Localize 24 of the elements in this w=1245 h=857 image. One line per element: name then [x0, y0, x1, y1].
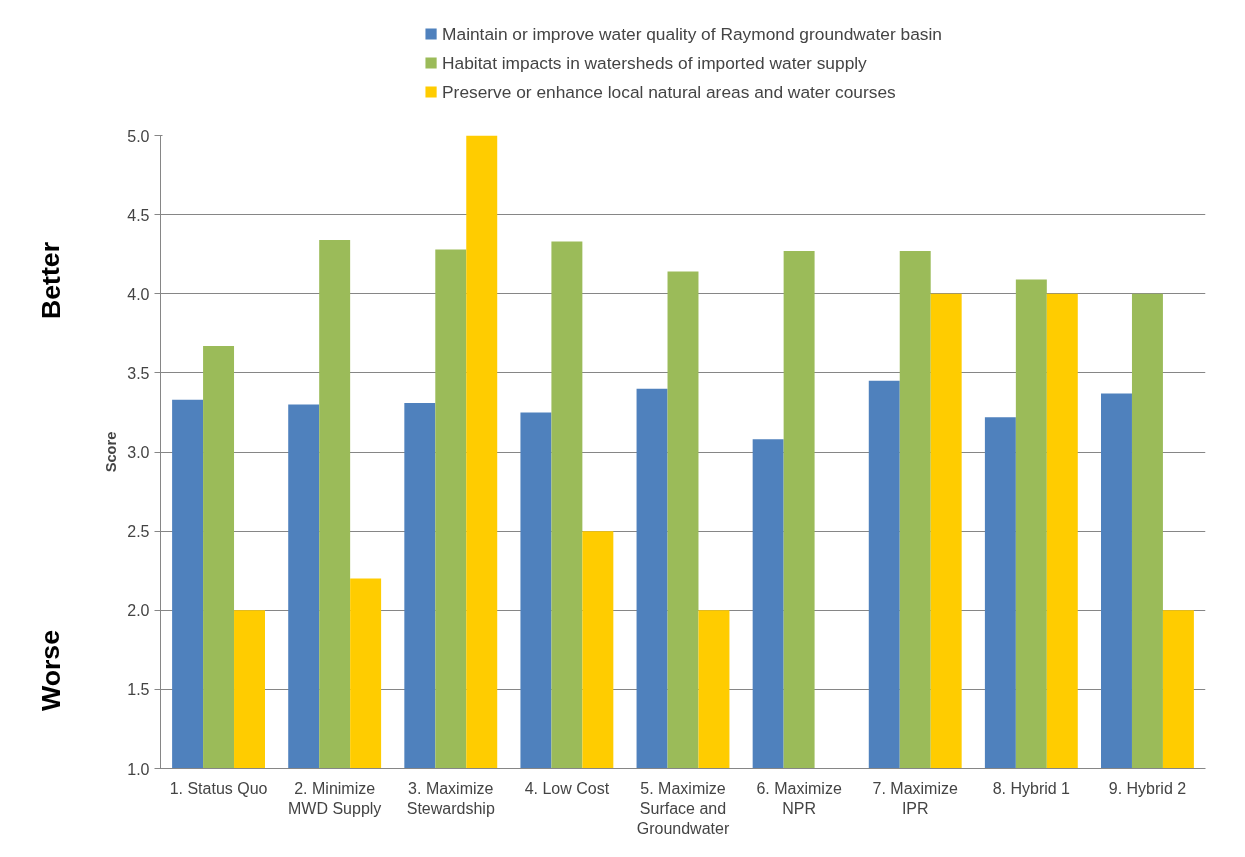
- legend-label: Habitat impacts in watersheds of imported water supply: [442, 52, 867, 73]
- x-tick-label: 8. Hybrid 1: [992, 779, 1071, 797]
- y-tick-label: 4.0: [127, 285, 150, 303]
- x-tick-label: 9. Hybrid 2: [1108, 779, 1187, 797]
- y-tick-label: 1.0: [127, 760, 150, 778]
- x-tick-label: 7. Maximize IPR: [872, 779, 958, 817]
- y-tick-label: 1.5: [127, 681, 150, 699]
- y-tick-label: 2.5: [127, 523, 150, 541]
- y-tick-label: 2.0: [127, 602, 150, 620]
- y-tick-label: 3.5: [127, 364, 150, 382]
- x-tick-label: 3. Maximize Stewardship: [406, 779, 495, 817]
- y-axis-title: Score: [103, 431, 120, 473]
- text: Better: [35, 241, 66, 320]
- x-tick-label: 4. Low Cost: [524, 779, 610, 797]
- y-tick-label: 3.0: [127, 444, 150, 461]
- legend-label: Preserve or enhance local natural areas and water courses: [442, 81, 896, 102]
- x-tick-label: 2. Minimize MWD Supply: [287, 779, 382, 817]
- x-tick-label: 1. Status Quo: [169, 779, 268, 797]
- legend-label: Maintain or improve water quality of Raymond groundwater basin: [442, 23, 942, 44]
- x-tick-label: 6. Maximize NPR: [756, 779, 842, 817]
- text: Worse: [35, 630, 66, 711]
- x-tick-label: 5. Maximize Surface and Groundwater: [636, 779, 730, 838]
- y-tick-label: 4.5: [127, 206, 150, 224]
- y-tick-label: 5.0: [127, 127, 150, 145]
